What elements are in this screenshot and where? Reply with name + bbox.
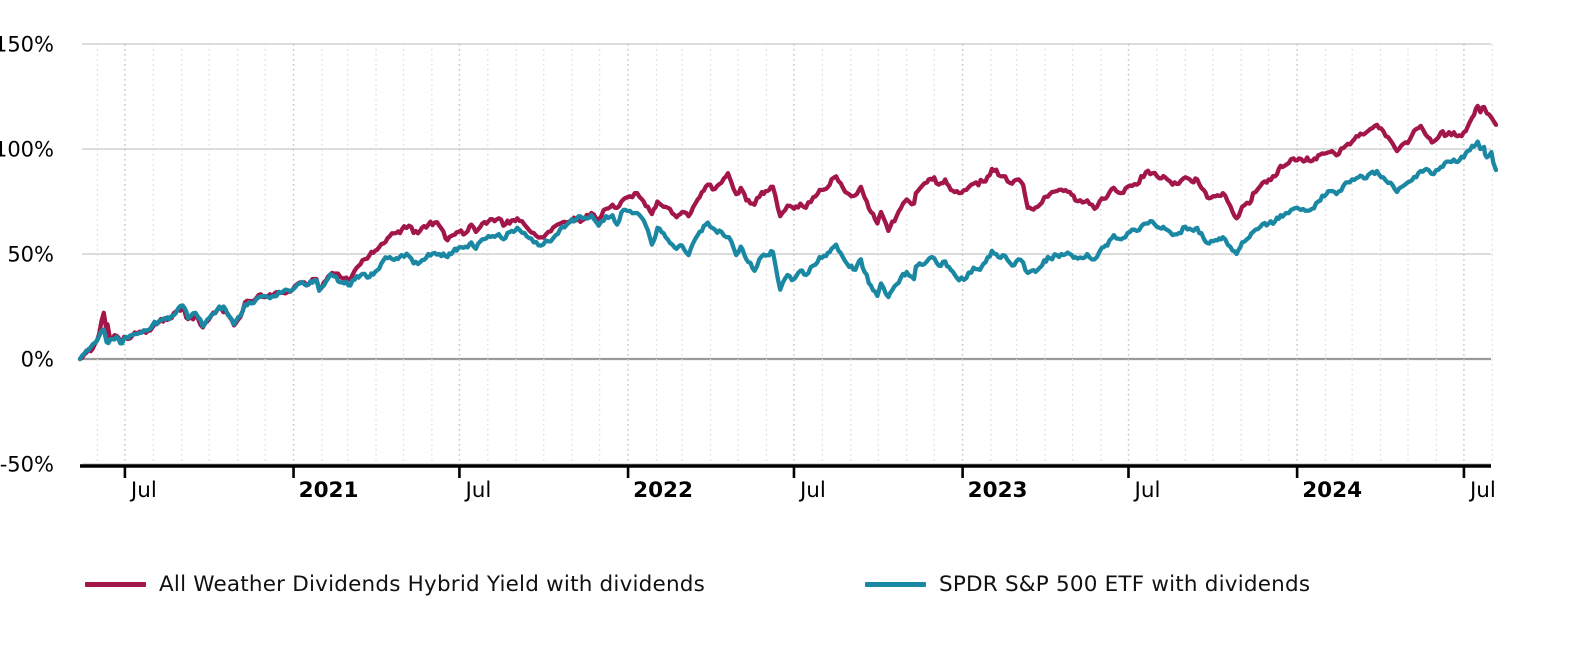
series-line-all-weather [77,103,1499,362]
x-axis-label: Jul [463,478,491,503]
legend-item-all-weather[interactable]: All Weather Dividends Hybrid Yield with … [85,572,705,597]
x-axis-label: Jul [798,478,826,503]
series-line-spdr-sp500 [77,139,1499,362]
y-axis-label: -50% [0,453,54,477]
legend-label-all-weather: All Weather Dividends Hybrid Yield with … [159,572,706,597]
x-axis-label: 2021 [299,478,359,503]
x-axis-label: Jul [129,478,157,503]
legend-swatch-all-weather-line [85,582,146,587]
x-axis-label: 2024 [1302,478,1362,503]
y-axis-label: 0% [21,348,54,372]
y-axis-label: 50% [7,243,54,267]
x-axis-label: 2022 [633,478,693,503]
y-axis-label: 150% [0,33,54,57]
x-axis-label: Jul [1468,478,1496,503]
legend-swatch-spdr-sp500-line [865,582,926,587]
x-axis-label: 2023 [968,478,1028,503]
legend-item-spdr-sp500[interactable]: SPDR S&P 500 ETF with dividends [865,572,1310,597]
legend-label-spdr-sp500: SPDR S&P 500 ETF with dividends [939,572,1311,597]
y-axis-label: 100% [0,138,54,162]
x-axis-label: Jul [1133,478,1161,503]
